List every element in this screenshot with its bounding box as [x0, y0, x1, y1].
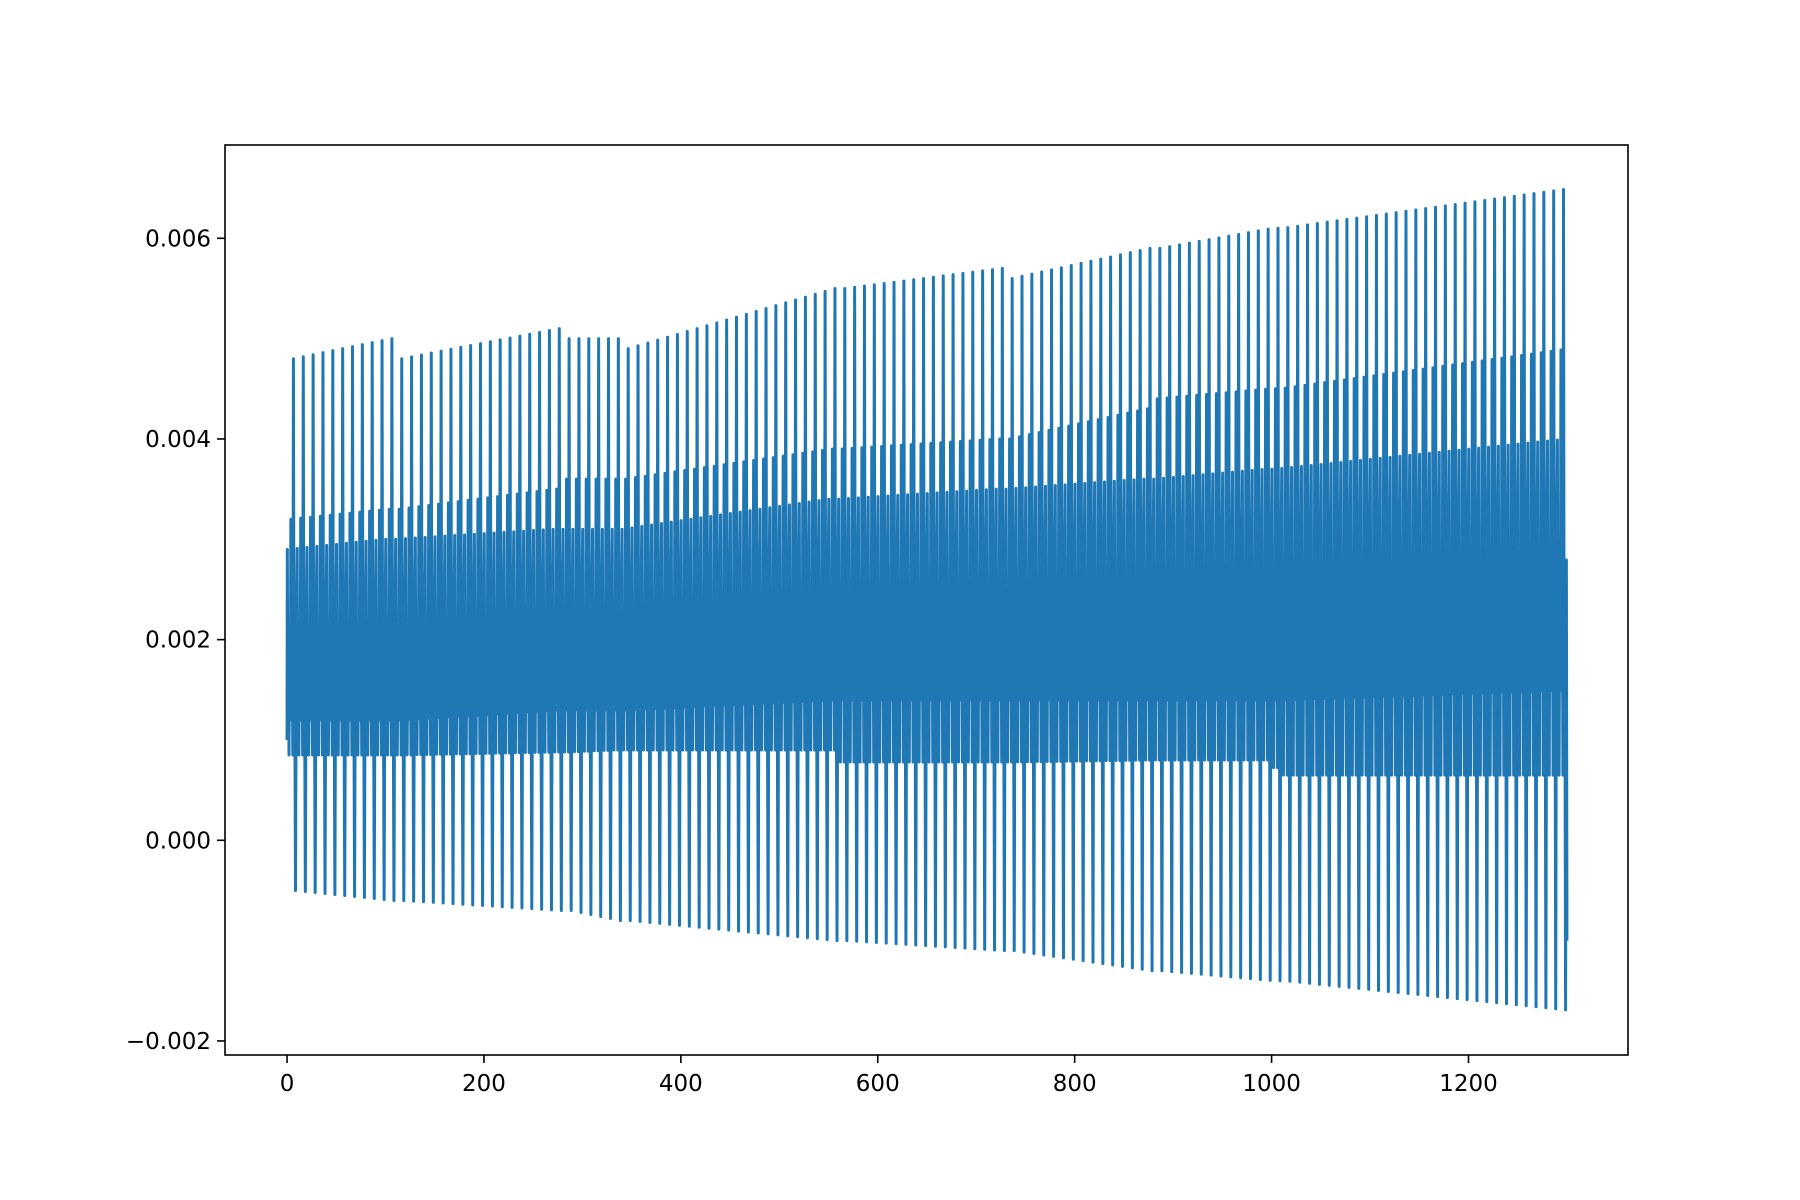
x-tick-label: 200 — [462, 1071, 506, 1097]
x-axis: 0 200 400 600 800 1000 1200 — [280, 1055, 1498, 1097]
x-tick-label: 1200 — [1439, 1071, 1498, 1097]
y-axis: −0.002 0.000 0.002 0.004 0.006 — [126, 226, 225, 1055]
y-tick-label: 0.002 — [145, 628, 211, 654]
x-tick-label: 1000 — [1242, 1071, 1301, 1097]
series-layer — [285, 188, 1569, 1012]
y-tick-label: 0.004 — [145, 427, 211, 453]
y-tick-label: 0.000 — [145, 828, 211, 854]
x-tick-label: 800 — [1053, 1071, 1097, 1097]
x-tick-label: 400 — [659, 1071, 703, 1097]
series-line — [285, 188, 1569, 1012]
y-tick-label: −0.002 — [126, 1029, 211, 1055]
plot-frame — [224, 144, 1629, 1056]
x-tick-label: 600 — [856, 1071, 900, 1097]
x-tick-label: 0 — [280, 1071, 295, 1097]
y-tick-label: 0.006 — [145, 226, 211, 252]
